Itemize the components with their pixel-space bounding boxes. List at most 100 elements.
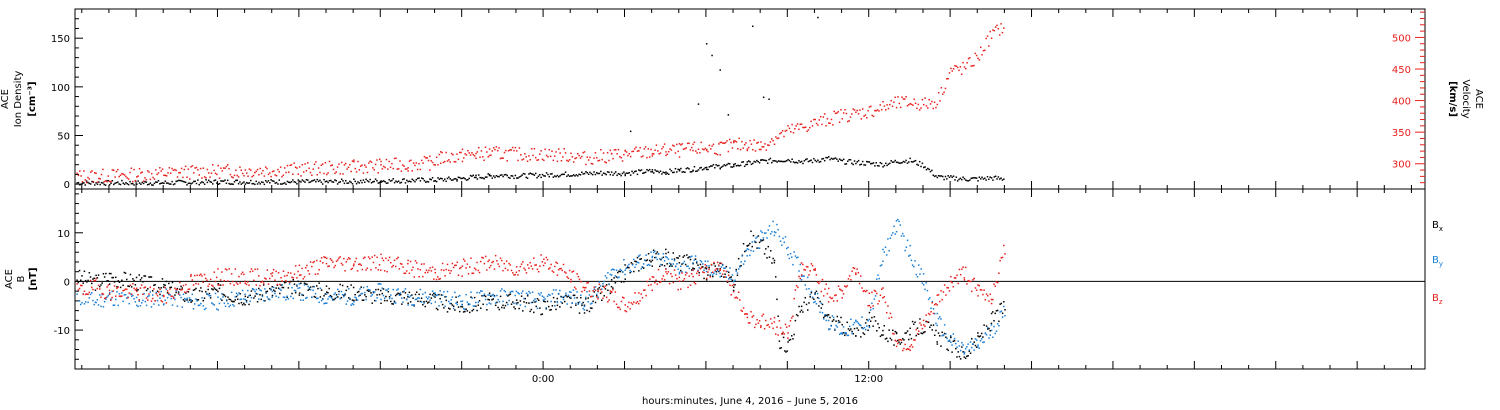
- by-point: [101, 293, 103, 296]
- velocity-point: [715, 153, 717, 155]
- bx-point: [414, 293, 417, 296]
- by-point: [776, 223, 778, 226]
- bz-point: [425, 269, 428, 272]
- bz-point: [787, 337, 789, 339]
- bz-point: [633, 301, 635, 303]
- by-point: [150, 306, 153, 308]
- bx-point: [596, 294, 598, 297]
- by-point: [92, 299, 94, 302]
- velocity-point: [666, 153, 669, 156]
- bz-point: [373, 254, 376, 257]
- velocity-point: [982, 49, 985, 52]
- bz-point: [315, 259, 318, 262]
- bx-point: [693, 268, 696, 270]
- density-point: [197, 179, 199, 181]
- density-point: [99, 183, 101, 186]
- by-point: [371, 293, 373, 296]
- bz-point: [281, 280, 284, 282]
- bx-point: [195, 287, 197, 290]
- velocity-point: [410, 159, 412, 162]
- by-point: [917, 264, 920, 266]
- velocity-point: [985, 37, 987, 40]
- bz-point: [806, 266, 809, 268]
- bz-point: [84, 293, 87, 296]
- bz-point: [507, 269, 509, 271]
- bx-point: [959, 358, 962, 360]
- velocity-point: [832, 124, 834, 126]
- density-point: [385, 182, 388, 184]
- bz-point: [834, 294, 836, 297]
- by-point: [957, 340, 959, 342]
- by-point: [359, 288, 361, 290]
- by-point: [803, 275, 805, 277]
- density-point: [689, 171, 692, 173]
- velocity-point: [928, 99, 930, 101]
- bx-point: [755, 241, 757, 244]
- velocity-point: [643, 148, 645, 150]
- bz-point: [608, 299, 610, 301]
- velocity-point: [102, 168, 104, 171]
- density-point: [593, 171, 595, 173]
- bx-point: [390, 300, 392, 303]
- velocity-point: [591, 163, 594, 165]
- bz-point: [967, 279, 969, 282]
- density-point: [887, 163, 890, 165]
- velocity-point: [107, 175, 110, 177]
- bx-point: [279, 292, 281, 295]
- bz-point: [498, 265, 501, 268]
- bz-point: [878, 300, 880, 302]
- bz-point: [158, 291, 160, 293]
- density-point: [161, 182, 164, 184]
- bx-point: [869, 320, 872, 322]
- by-point: [834, 328, 836, 330]
- bx-point: [137, 289, 139, 291]
- velocity-point: [224, 167, 226, 169]
- by-point: [544, 298, 546, 300]
- by-point: [520, 292, 523, 294]
- bz-point: [226, 269, 228, 271]
- bz-point: [828, 287, 830, 290]
- bx-point: [445, 299, 448, 302]
- by-point: [1001, 316, 1004, 318]
- velocity-point: [355, 171, 358, 173]
- density-point: [594, 173, 597, 176]
- velocity-point: [495, 146, 498, 148]
- by-point: [992, 336, 994, 338]
- by-point: [1000, 310, 1003, 313]
- velocity-point: [473, 155, 476, 157]
- density-point: [901, 161, 903, 164]
- velocity-point: [313, 163, 316, 166]
- bz-point: [219, 279, 222, 281]
- velocity-point: [604, 161, 606, 163]
- bz-point: [858, 282, 861, 285]
- by-point: [254, 290, 256, 293]
- bz-point: [513, 274, 515, 276]
- velocity-point: [761, 146, 764, 148]
- by-point: [625, 267, 628, 270]
- bx-point: [451, 304, 454, 306]
- bz-point: [975, 289, 978, 291]
- by-point: [961, 342, 963, 344]
- velocity-point: [937, 91, 940, 94]
- bz-point: [714, 269, 716, 272]
- bz-point: [490, 264, 492, 267]
- by-point: [578, 301, 581, 303]
- by-point: [265, 292, 267, 295]
- by-point: [102, 306, 105, 308]
- by-point: [899, 224, 902, 226]
- bz-point: [253, 279, 255, 282]
- velocity-point: [632, 150, 635, 153]
- by-point: [482, 295, 484, 297]
- by-point: [640, 268, 643, 270]
- bz-point: [390, 261, 392, 264]
- bx-point: [613, 277, 615, 279]
- by-point: [153, 303, 155, 305]
- by-point: [741, 255, 744, 257]
- bz-point: [990, 302, 993, 305]
- bz-point: [660, 280, 662, 283]
- density-point: [738, 165, 740, 167]
- bx-point: [208, 292, 211, 295]
- by-point: [751, 241, 753, 243]
- density-point: [184, 181, 187, 184]
- by-point: [971, 346, 973, 349]
